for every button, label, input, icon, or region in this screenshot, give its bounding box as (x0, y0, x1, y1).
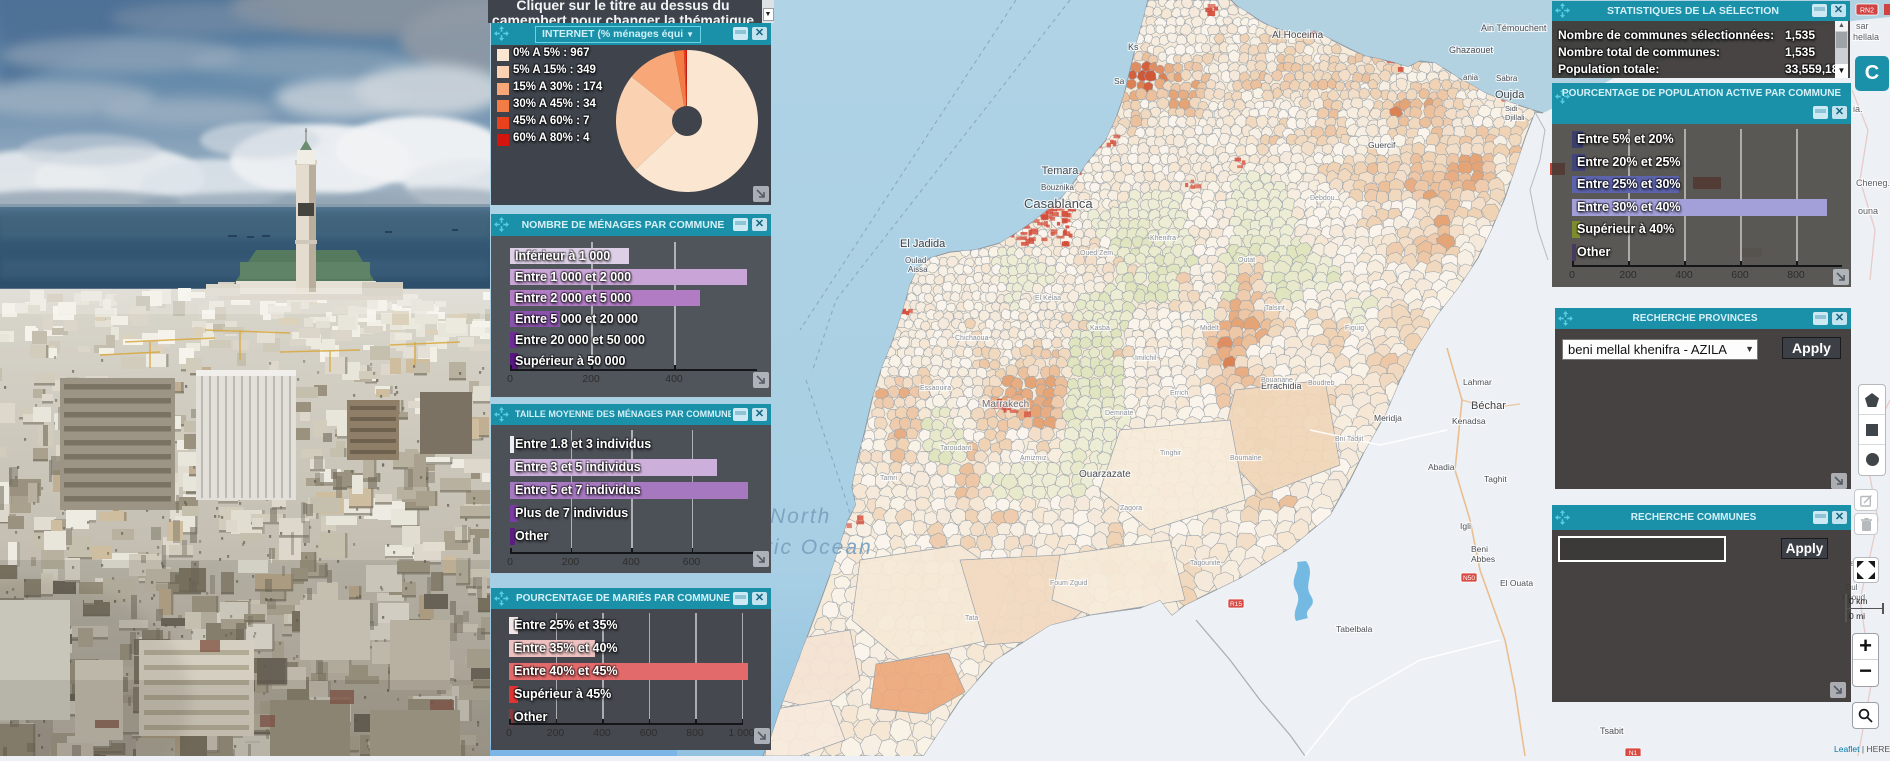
svg-text:Sa: Sa (1114, 76, 1125, 86)
svg-text:Cheneg.: Cheneg. (1856, 178, 1890, 188)
svg-text:Oued Zem: Oued Zem (1080, 250, 1113, 257)
svg-text:Oulad: Oulad (905, 256, 926, 265)
svg-text:Tata: Tata (965, 615, 978, 622)
svg-text:ia.: ia. (1853, 104, 1863, 114)
svg-text:Foum Zguid: Foum Zguid (1050, 580, 1087, 587)
svg-text:Khenifra: Khenifra (1150, 235, 1176, 242)
svg-text:Djillali: Djillali (1505, 113, 1525, 122)
svg-text:Abbes: Abbes (1471, 554, 1495, 564)
svg-text:Lahmar: Lahmar (1463, 377, 1492, 387)
svg-text:Kasba: Kasba (1090, 325, 1110, 332)
svg-text:Kenadsa: Kenadsa (1452, 416, 1486, 426)
svg-text:Ouarzazate: Ouarzazate (1079, 469, 1131, 480)
svg-text:sar: sar (1856, 21, 1869, 31)
svg-text:Debdou: Debdou (1310, 195, 1335, 202)
svg-text:Beni: Beni (1471, 544, 1488, 554)
svg-text:Aissa: Aissa (908, 265, 928, 274)
svg-text:Tinghir: Tinghir (1160, 450, 1182, 457)
svg-text:Tabelbala: Tabelbala (1336, 624, 1373, 634)
svg-text:El Ouata: El Ouata (1500, 578, 1533, 588)
svg-text:El Kelaa: El Kelaa (1035, 295, 1061, 302)
svg-text:Sabra: Sabra (1496, 74, 1518, 83)
svg-text:R15: R15 (1230, 601, 1242, 608)
svg-text:Chichaoua: Chichaoua (955, 335, 989, 342)
svg-text:Boudreb: Boudreb (1308, 380, 1335, 387)
svg-text:Amizmiz: Amizmiz (1020, 455, 1047, 462)
svg-text:Essaouira: Essaouira (920, 385, 951, 392)
svg-text:hellala: hellala (1853, 32, 1879, 42)
svg-text:Igli: Igli (1460, 521, 1471, 531)
svg-text:Abadia: Abadia (1428, 462, 1455, 472)
svg-text:Errich: Errich (1170, 390, 1188, 397)
svg-text:Taghit: Taghit (1484, 474, 1507, 484)
svg-text:Guercif: Guercif (1368, 140, 1396, 150)
svg-text:Oujda: Oujda (1495, 89, 1525, 101)
svg-text:Casablanca: Casablanca (1024, 196, 1093, 211)
svg-text:Bni Tadjit: Bni Tadjit (1335, 436, 1363, 443)
svg-text:Tsabit: Tsabit (1600, 726, 1624, 736)
svg-text:Sidi: Sidi (1505, 104, 1518, 113)
svg-text:Midelt: Midelt (1200, 325, 1219, 332)
svg-text:Ghazaouet: Ghazaouet (1449, 45, 1494, 55)
svg-text:Outat: Outat (1238, 257, 1255, 264)
svg-text:N50: N50 (1463, 575, 1475, 582)
svg-text:Béchar: Béchar (1471, 400, 1506, 412)
svg-text:North: North (770, 505, 831, 528)
svg-text:Tamri: Tamri (880, 475, 898, 482)
svg-text:Talsint: Talsint (1265, 305, 1285, 312)
svg-text:Bouznika: Bouznika (1041, 183, 1074, 192)
svg-text:tic Ocean: tic Ocean (766, 536, 873, 559)
svg-text:Imilchil: Imilchil (1135, 355, 1157, 362)
svg-text:Temara: Temara (1042, 165, 1080, 177)
svg-text:Boumalne: Boumalne (1230, 455, 1262, 462)
svg-text:ania: ania (1463, 73, 1479, 82)
svg-text:Bouanane: Bouanane (1261, 377, 1293, 384)
svg-text:Tagounite: Tagounite (1190, 560, 1220, 567)
svg-text:Ain Témouchent: Ain Témouchent (1481, 23, 1547, 33)
svg-text:Meridja: Meridja (1374, 413, 1402, 423)
svg-text:Taroudant: Taroudant (940, 445, 971, 452)
svg-text:Zagora: Zagora (1120, 505, 1142, 512)
svg-text:Al Hoceima: Al Hoceima (1272, 30, 1324, 41)
svg-text:El Jadida: El Jadida (900, 238, 946, 250)
svg-text:Marrakech: Marrakech (982, 399, 1029, 410)
svg-text:Ks: Ks (1128, 42, 1139, 52)
svg-text:ouna: ouna (1858, 206, 1878, 216)
svg-text:RN2: RN2 (1860, 8, 1874, 15)
svg-text:Demnate: Demnate (1105, 410, 1134, 417)
svg-text:Figuig: Figuig (1345, 325, 1364, 332)
svg-text:N1: N1 (1629, 750, 1638, 756)
